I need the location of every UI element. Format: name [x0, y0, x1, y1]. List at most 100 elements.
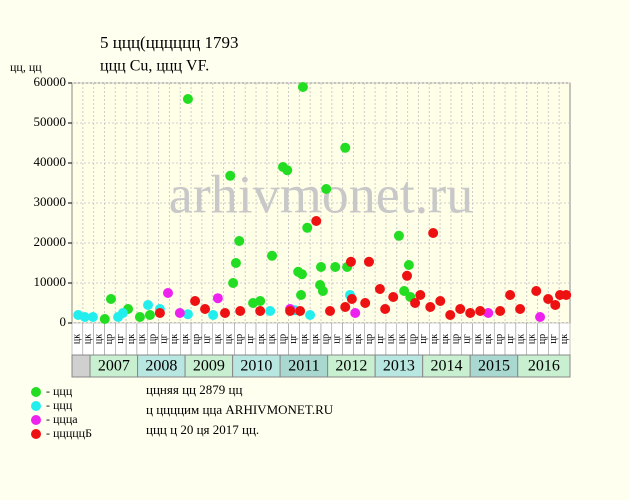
point — [154, 308, 165, 318]
point — [220, 308, 231, 318]
x-sublabel: цк — [137, 334, 148, 344]
x-sublabel: цк — [223, 334, 234, 344]
point — [403, 260, 414, 270]
point — [410, 298, 421, 308]
year-label: 2010 — [240, 358, 272, 375]
legend-label: - ццц — [46, 398, 73, 412]
y-tick-label: 50000 — [34, 114, 67, 129]
point — [296, 269, 307, 280]
x-sublabel: цк — [342, 334, 353, 344]
x-sublabel: цк — [83, 334, 94, 344]
point — [99, 314, 110, 324]
x-sublabel: цк — [429, 334, 440, 344]
x-sublabel: цр — [104, 334, 115, 344]
watermark: arhivmonet.ru — [169, 164, 473, 224]
point — [225, 170, 236, 181]
point — [535, 312, 546, 322]
point — [267, 250, 278, 261]
point — [325, 306, 336, 316]
point — [340, 302, 351, 312]
year-label: 2016 — [528, 358, 560, 375]
year-label: 2012 — [335, 358, 367, 375]
chart-title: 5 ццц(цццццц 1793 — [100, 33, 239, 52]
point — [255, 306, 266, 316]
legend-marker — [31, 415, 41, 425]
point — [495, 306, 506, 316]
point — [515, 304, 526, 314]
point — [340, 142, 351, 153]
legend-label: - цццццБ — [46, 426, 92, 440]
legend-marker — [31, 429, 41, 439]
point — [174, 308, 185, 318]
point — [208, 310, 219, 320]
point — [475, 306, 486, 316]
point — [399, 286, 410, 296]
point — [79, 312, 90, 322]
x-sublabel: цг — [332, 334, 343, 343]
point — [265, 306, 276, 316]
x-sublabel: цр — [537, 334, 548, 344]
point — [317, 286, 328, 296]
x-sublabel: цк — [180, 334, 191, 344]
point — [282, 165, 293, 176]
x-sublabel: цг — [461, 334, 472, 343]
year-label: 2011 — [288, 358, 319, 375]
year-label: 2008 — [145, 358, 177, 375]
point — [134, 312, 145, 322]
x-sublabel: цк — [72, 334, 83, 344]
point — [388, 292, 399, 302]
y-axis-label: цц, цц — [10, 60, 42, 74]
point — [305, 310, 316, 320]
point — [117, 308, 128, 318]
x-sublabel: цг — [115, 334, 126, 343]
footer-text: ццц ц 20 ця 2017 цц. — [146, 422, 259, 437]
point — [255, 296, 266, 306]
point — [297, 82, 308, 92]
x-sublabel: цк — [559, 334, 570, 344]
point — [285, 306, 296, 316]
year-band-empty — [71, 354, 91, 378]
point — [230, 258, 241, 268]
point — [561, 290, 572, 300]
x-sublabel: цк — [472, 334, 483, 344]
x-sublabel: цг — [548, 334, 559, 343]
year-label: 2009 — [193, 358, 225, 375]
point — [87, 312, 98, 322]
legend-marker — [31, 401, 41, 411]
point — [402, 270, 413, 281]
year-label: 2013 — [383, 358, 415, 375]
point — [350, 308, 361, 318]
point — [105, 294, 116, 304]
x-sublabel: цр — [321, 334, 332, 344]
x-sublabel: цк — [516, 334, 527, 344]
point — [428, 228, 439, 238]
x-sublabel: цк — [386, 334, 397, 344]
x-sublabel: цг — [418, 334, 429, 343]
x-sublabel: цк — [440, 334, 451, 344]
point — [455, 304, 466, 314]
x-sublabel: цг — [158, 334, 169, 343]
point — [190, 296, 201, 306]
point — [143, 300, 154, 310]
x-sublabel: цк — [310, 334, 321, 344]
point — [363, 256, 374, 267]
point — [302, 222, 313, 233]
x-sublabel: цг — [245, 334, 256, 343]
x-sublabel: цк — [93, 334, 104, 344]
point — [531, 286, 542, 296]
point — [235, 306, 246, 316]
x-sublabel: цк — [483, 334, 494, 344]
point — [182, 309, 193, 320]
x-sublabel: цк — [126, 334, 137, 344]
x-sublabel: цк — [353, 334, 364, 344]
x-sublabel: цр — [277, 334, 288, 344]
legend-label: - ццц — [46, 384, 73, 398]
footer-text: ц ццццим цца ARHIVMONET.RU — [146, 402, 334, 417]
point — [212, 293, 223, 304]
year-label: 2015 — [478, 358, 510, 375]
x-sublabel: цк — [299, 334, 310, 344]
x-sublabel: цг — [375, 334, 386, 343]
year-label: 2007 — [98, 358, 130, 375]
x-sublabel: цр — [191, 334, 202, 344]
y-tick-label: 10000 — [34, 274, 67, 289]
